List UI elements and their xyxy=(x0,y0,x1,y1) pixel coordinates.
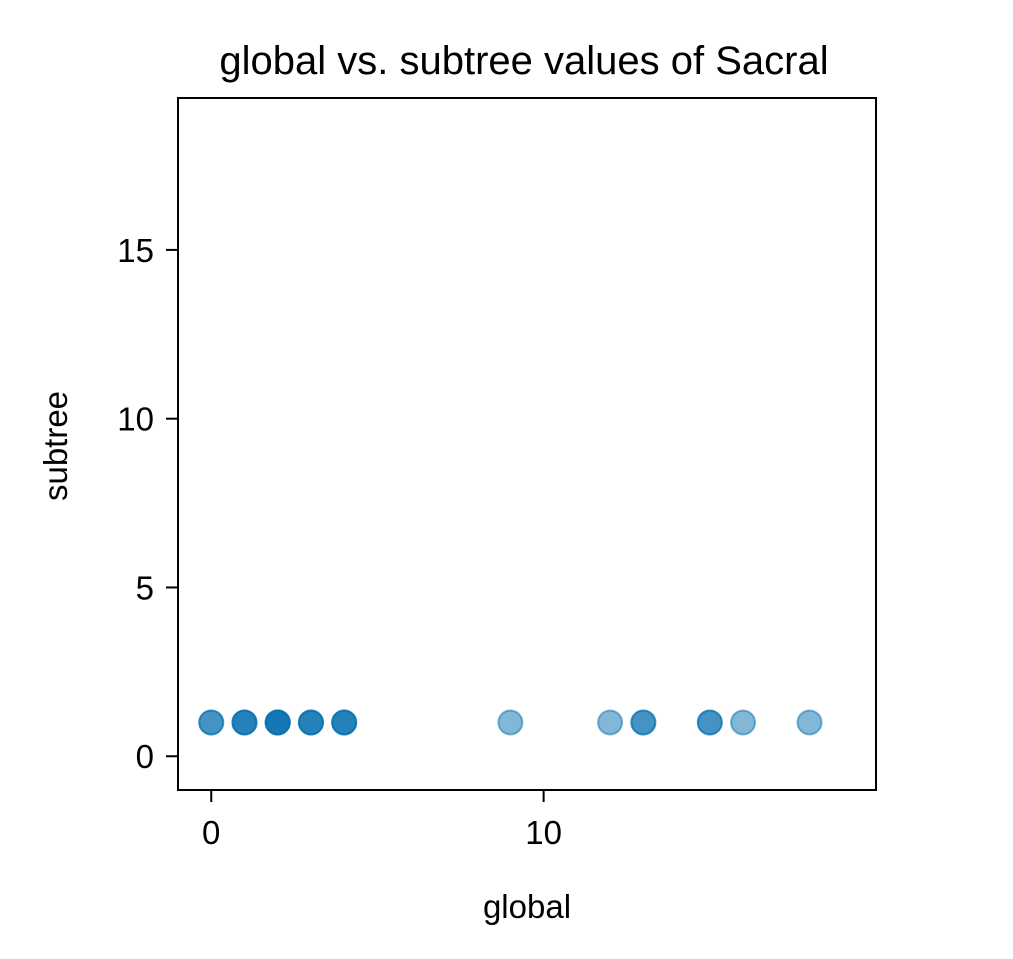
scatter-point xyxy=(597,709,624,736)
y-tick-label: 15 xyxy=(117,232,154,269)
scatter-point xyxy=(264,709,291,736)
y-tick-label: 10 xyxy=(117,401,154,438)
scatter-point xyxy=(630,709,657,736)
scatter-point xyxy=(331,709,358,736)
x-axis-label: global xyxy=(483,888,571,925)
points-layer xyxy=(198,709,823,736)
scatter-point xyxy=(231,709,258,736)
scatter-point xyxy=(497,709,524,736)
chart-title: global vs. subtree values of Sacral xyxy=(219,39,828,83)
scatter-point xyxy=(796,709,823,736)
scatter-point xyxy=(730,709,757,736)
scatter-point xyxy=(297,709,324,736)
x-axis-ticks: 0 10 xyxy=(202,790,562,851)
scatter-point xyxy=(696,709,723,736)
y-axis-ticks: 0 5 10 15 xyxy=(117,232,178,775)
y-tick-label: 5 xyxy=(136,569,154,606)
plot-area-frame xyxy=(177,97,877,791)
y-tick-label: 0 xyxy=(136,738,154,775)
scatter-point xyxy=(198,709,225,736)
y-axis-label: subtree xyxy=(37,391,74,501)
x-tick-label: 0 xyxy=(202,814,220,851)
x-tick-label: 10 xyxy=(525,814,562,851)
